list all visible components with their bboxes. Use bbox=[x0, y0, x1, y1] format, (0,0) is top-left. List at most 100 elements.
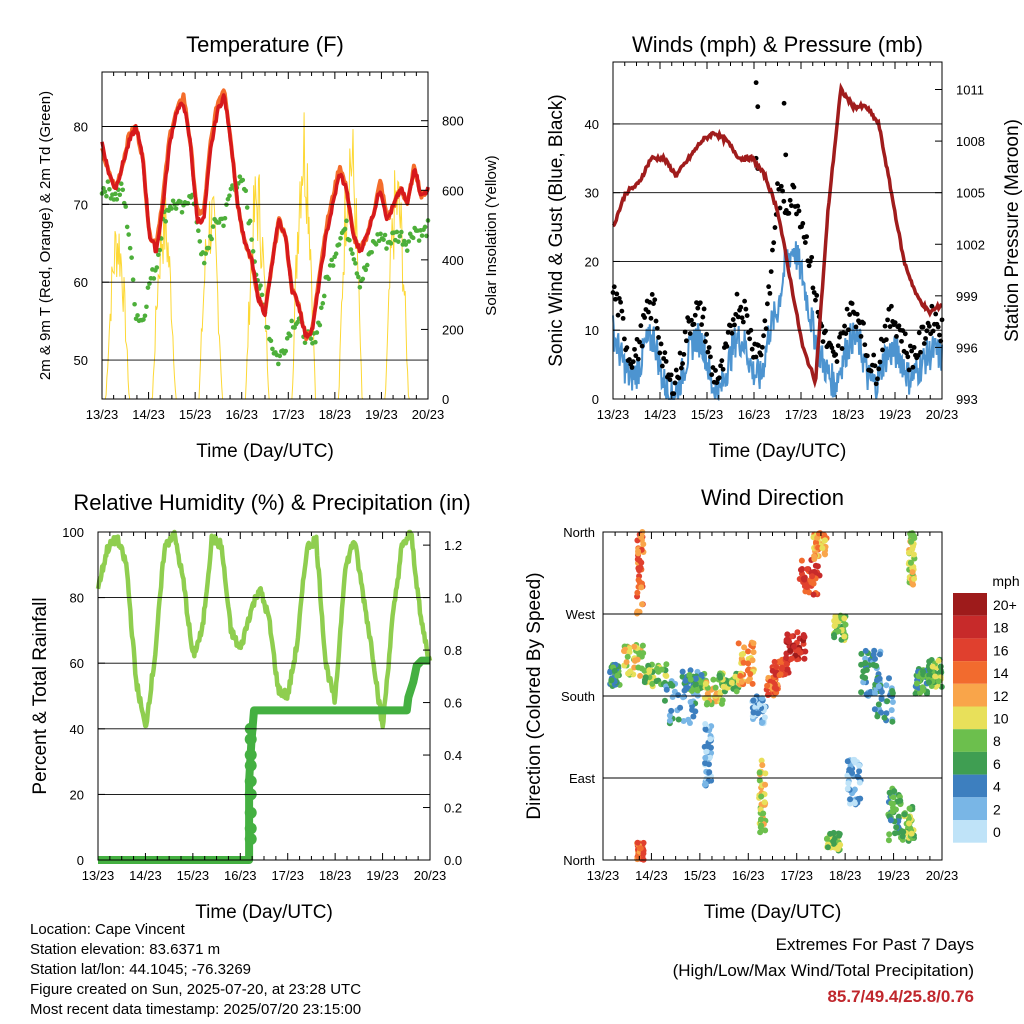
series-gust-point bbox=[906, 367, 912, 373]
series-gust-point bbox=[743, 306, 749, 312]
p1-xtick-label: 20/23 bbox=[926, 407, 959, 422]
series-gust-point bbox=[872, 363, 878, 369]
series-gust-point bbox=[781, 100, 787, 106]
series-wind-direction-point bbox=[759, 762, 766, 769]
series-dewpoint-point bbox=[404, 248, 410, 253]
series-gust-point bbox=[833, 352, 839, 357]
series-gust-point bbox=[876, 366, 882, 372]
series-wind-direction-point bbox=[797, 566, 804, 573]
series-dewpoint-point bbox=[302, 340, 308, 346]
series-wind-direction-point bbox=[847, 796, 854, 803]
series-gust-point bbox=[627, 357, 632, 362]
series-wind-direction-point bbox=[702, 754, 709, 761]
p3-y-tick-label: North bbox=[563, 525, 595, 540]
series-wind-direction-point bbox=[808, 579, 815, 586]
p0-y2-tick-label: 800 bbox=[442, 114, 464, 129]
series-gust-point bbox=[933, 311, 939, 317]
series-gust-point bbox=[695, 305, 701, 311]
series-wind-direction-point bbox=[878, 688, 885, 695]
series-gust-point bbox=[638, 323, 644, 329]
series-wind-direction-point bbox=[756, 777, 763, 784]
series-gust-point bbox=[730, 317, 736, 322]
legend-label: 4 bbox=[993, 779, 1001, 795]
series-dewpoint-point bbox=[399, 229, 404, 235]
series-wind-direction-point bbox=[932, 673, 939, 680]
series-gust-point bbox=[658, 341, 664, 347]
legend-swatch bbox=[953, 661, 987, 684]
series-dewpoint-point bbox=[113, 191, 118, 197]
p2-title: Relative Humidity (%) & Precipitation (i… bbox=[73, 490, 470, 515]
p0-xtick-label: 14/23 bbox=[132, 407, 165, 422]
p1-y-label: Sonic Wind & Gust (Blue, Black) bbox=[546, 94, 567, 366]
series-gust-point bbox=[705, 349, 711, 355]
series-gust-point bbox=[659, 363, 665, 369]
series-wind-direction-point bbox=[809, 573, 816, 580]
series-dewpoint-point bbox=[124, 224, 130, 230]
series-gust-point bbox=[781, 198, 787, 204]
p2-y-tick-label: 60 bbox=[70, 656, 84, 671]
series-gust-point bbox=[864, 353, 870, 359]
series-wind-direction-point bbox=[935, 678, 942, 685]
series-wind-direction-point bbox=[740, 659, 747, 666]
series-wind-direction-point bbox=[886, 789, 893, 796]
series-wind-direction-point bbox=[718, 700, 725, 707]
series-gust-point bbox=[632, 346, 637, 352]
p2-xtick-label: 13/23 bbox=[82, 868, 115, 883]
series-gust-point bbox=[888, 303, 894, 309]
p2-xtick-label: 18/23 bbox=[319, 868, 352, 883]
series-dewpoint-point bbox=[123, 204, 129, 209]
series-wind-direction-point bbox=[908, 538, 915, 545]
series-wind-direction-point bbox=[926, 658, 933, 665]
series-wind-direction-point bbox=[862, 659, 869, 666]
series-wind-direction-point bbox=[898, 828, 905, 835]
series-wind-direction-point bbox=[857, 795, 864, 802]
series-wind-direction-point bbox=[701, 781, 708, 788]
series-wind-direction-point bbox=[783, 654, 790, 661]
series-wind-direction-point bbox=[810, 591, 817, 598]
legend-swatch bbox=[953, 797, 987, 820]
series-wind-direction-point bbox=[804, 566, 811, 573]
legend-label: 14 bbox=[993, 665, 1009, 681]
series-dewpoint-point bbox=[336, 242, 342, 247]
series-wind-direction-point bbox=[745, 677, 752, 684]
series-wind-direction-point bbox=[637, 672, 644, 679]
series-wind-direction-point bbox=[735, 640, 742, 647]
series-gust-point bbox=[692, 312, 698, 318]
series-wind-direction-point bbox=[841, 615, 848, 622]
series-dewpoint-point bbox=[321, 293, 327, 299]
series-gust-point bbox=[615, 312, 621, 318]
series-wind-direction-point bbox=[733, 688, 740, 695]
series-wind-direction-point bbox=[889, 698, 896, 705]
series-wind-direction-point bbox=[704, 699, 711, 706]
series-dewpoint-point bbox=[196, 228, 201, 234]
p0-y2-tick-label: 200 bbox=[442, 322, 464, 337]
series-wind-direction-point bbox=[762, 770, 769, 777]
series-gust-point bbox=[767, 290, 773, 296]
series-dewpoint-point bbox=[394, 229, 400, 235]
series-wind-direction-point bbox=[637, 845, 644, 852]
series-dewpoint-point bbox=[276, 361, 281, 367]
series-wind-direction-point bbox=[679, 668, 686, 675]
series-gust-point bbox=[810, 285, 816, 291]
series-dewpoint-point bbox=[382, 232, 388, 238]
p0-xtick-label: 15/23 bbox=[179, 407, 212, 422]
series-wind-direction-point bbox=[849, 770, 856, 777]
series-gust-point bbox=[753, 354, 759, 360]
series-wind-direction-point bbox=[745, 648, 752, 655]
series-gust-point bbox=[747, 336, 753, 342]
series-gust-point bbox=[796, 208, 802, 214]
series-gust-point bbox=[768, 269, 774, 275]
series-gust-point bbox=[662, 350, 668, 356]
series-gust-point bbox=[787, 197, 793, 203]
series-wind-direction-point bbox=[794, 629, 801, 636]
legend-label: 8 bbox=[993, 733, 1001, 749]
series-wind-direction-point bbox=[814, 563, 821, 570]
series-wind-direction-point bbox=[787, 647, 794, 654]
series-wind-direction-point bbox=[761, 799, 768, 806]
series-gust-point bbox=[791, 184, 797, 190]
info-created: Figure created on Sun, 2025-07-20, at 23… bbox=[30, 981, 362, 998]
series-gust-point bbox=[616, 296, 622, 301]
legend-label: 16 bbox=[993, 642, 1009, 658]
series-gust-point bbox=[759, 344, 765, 350]
series-gust-point bbox=[766, 284, 772, 290]
